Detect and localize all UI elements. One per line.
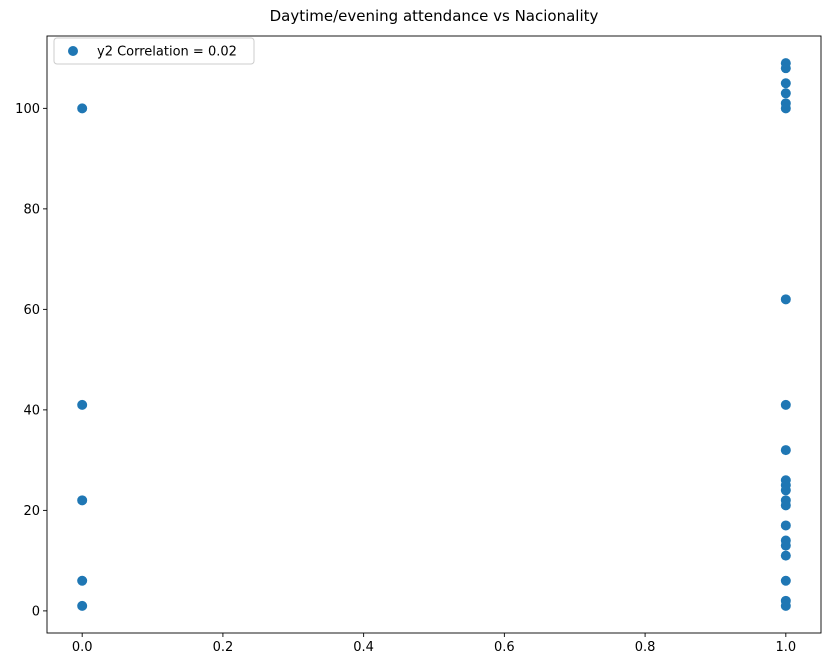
- y-tick-label: 0: [32, 604, 40, 619]
- data-point: [780, 495, 791, 506]
- data-point: [77, 600, 88, 611]
- data-point: [780, 535, 791, 546]
- legend-box: [53, 37, 255, 65]
- data-point: [780, 550, 791, 561]
- x-tick-label: 0.4: [353, 640, 374, 655]
- legend-label: y2 Correlation = 0.02: [97, 45, 237, 60]
- data-point: [780, 399, 791, 410]
- data-point: [77, 399, 88, 410]
- y-tick-label: 100: [15, 102, 40, 117]
- data-point: [77, 575, 88, 586]
- x-tick-label: 0.0: [72, 640, 93, 655]
- data-point: [780, 294, 791, 305]
- y-tick-label: 20: [23, 504, 40, 519]
- data-point: [780, 475, 791, 486]
- data-point: [77, 103, 88, 114]
- x-tick-label: 0.2: [213, 640, 234, 655]
- x-tick-label: 0.8: [635, 640, 656, 655]
- data-point: [780, 520, 791, 531]
- data-point: [780, 88, 791, 99]
- data-point: [780, 58, 791, 69]
- data-point: [780, 445, 791, 456]
- y-tick-label: 40: [23, 403, 40, 418]
- y-tick-label: 60: [23, 303, 40, 318]
- chart-title: Daytime/evening attendance vs Nacionalit…: [270, 7, 599, 25]
- legend-marker: [68, 46, 78, 56]
- y-tick-label: 80: [23, 202, 40, 217]
- plot-area: 0.0 0.2 0.4 0.6 0.8 1.0 0 20 40 60 80 100 y2 Correla…: [15, 35, 822, 655]
- legend: y2 Correlation = 0.02: [53, 37, 255, 65]
- data-point: [77, 495, 88, 506]
- data-point: [780, 595, 791, 606]
- data-point: [780, 575, 791, 586]
- x-tick-label: 1.0: [775, 640, 796, 655]
- data-point: [780, 78, 791, 89]
- x-tick-label: 0.6: [494, 640, 515, 655]
- data-point: [780, 98, 791, 109]
- plot-frame: [46, 35, 822, 634]
